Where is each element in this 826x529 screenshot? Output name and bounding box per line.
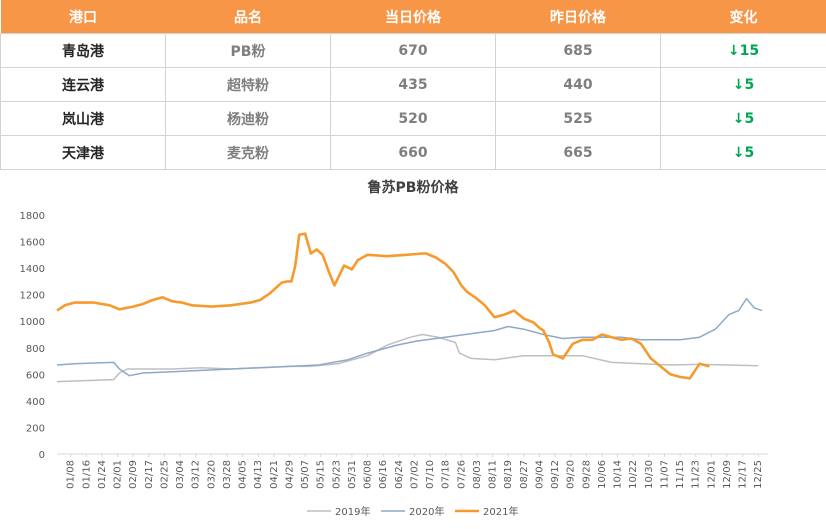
x-tick-label: 03/04 <box>175 460 186 489</box>
cell-port: 青岛港 <box>0 33 166 68</box>
cell-product: PB粉 <box>165 33 331 68</box>
y-tick-label: 0 <box>39 450 45 461</box>
table-header-row: 港口 品名 当日价格 昨日价格 变化 <box>0 0 826 34</box>
price-line-chart: 鲁苏PB粉价格 0 200 400 600 800 1000 1200 1400 1600 180… <box>20 179 768 518</box>
cell-product: 超特粉 <box>165 67 331 102</box>
x-tick-label: 05/31 <box>347 460 358 489</box>
price-table: 港口 品名 当日价格 昨日价格 变化 青岛港 PB粉 670 685 ↓15 连… <box>0 0 826 170</box>
cell-port: 连云港 <box>0 67 166 102</box>
x-tick-label: 09/20 <box>566 460 577 489</box>
cell-yesterday-price: 525 <box>495 101 661 136</box>
x-tick-label: 11/07 <box>659 460 670 489</box>
x-tick-label: 06/16 <box>378 460 389 489</box>
x-tick-label: 07/26 <box>456 460 467 489</box>
x-tick-label: 05/07 <box>300 460 311 489</box>
x-tick-label: 07/02 <box>409 460 420 489</box>
x-tick-label: 06/08 <box>363 460 374 489</box>
x-tick-label: 10/06 <box>597 460 608 489</box>
cell-port: 岚山港 <box>0 101 166 136</box>
legend-label: 2020年 <box>409 505 444 518</box>
x-tick-label: 07/10 <box>425 460 436 489</box>
x-tick-label: 11/23 <box>691 460 702 489</box>
x-tick-label: 12/09 <box>722 460 733 489</box>
x-tick-label: 10/22 <box>628 460 639 489</box>
x-tick-label: 08/11 <box>488 460 499 489</box>
x-tick-label: 04/21 <box>269 460 280 489</box>
cell-yesterday-price: 665 <box>495 135 661 170</box>
x-tick-label: 09/12 <box>550 460 561 489</box>
cell-change: ↓15 <box>660 33 826 68</box>
cell-yesterday-price: 685 <box>495 33 661 68</box>
x-tick-label: 12/25 <box>753 460 764 489</box>
header-product: 品名 <box>165 0 331 34</box>
cell-today-price: 520 <box>330 101 496 136</box>
x-tick-label: 12/17 <box>738 460 749 489</box>
x-tick-label: 02/25 <box>159 460 170 489</box>
y-tick-label: 800 <box>26 344 45 355</box>
y-tick-label: 1600 <box>20 238 45 249</box>
x-tick-label: 08/27 <box>519 460 530 489</box>
x-tick-label: 09/04 <box>534 460 545 489</box>
y-tick-label: 400 <box>26 397 45 408</box>
x-tick-label: 10/14 <box>613 460 624 489</box>
x-tick-label: 02/09 <box>128 460 139 489</box>
y-tick-label: 1800 <box>20 211 45 222</box>
y-tick-label: 600 <box>26 370 45 381</box>
x-tick-label: 03/12 <box>191 460 202 489</box>
x-tick-label: 12/01 <box>706 460 717 489</box>
table-row: 天津港 麦克粉 660 665 ↓5 <box>0 135 826 170</box>
x-tick-label: 01/16 <box>81 460 92 489</box>
x-tick-label: 08/03 <box>472 460 483 489</box>
x-tick-label: 03/20 <box>206 460 217 489</box>
x-tick-label: 07/18 <box>441 460 452 489</box>
x-tick-label: 10/30 <box>644 460 655 489</box>
table-row: 连云港 超特粉 435 440 ↓5 <box>0 67 826 102</box>
x-tick-label: 04/13 <box>253 460 264 489</box>
cell-change: ↓5 <box>660 67 826 102</box>
cell-port: 天津港 <box>0 135 166 170</box>
x-tick-label: 01/24 <box>97 460 108 489</box>
cell-change: ↓5 <box>660 135 826 170</box>
y-tick-label: 1400 <box>20 264 45 275</box>
header-today-price: 当日价格 <box>330 0 496 34</box>
y-tick-label: 200 <box>26 423 45 434</box>
cell-today-price: 435 <box>330 67 496 102</box>
x-tick-label: 03/28 <box>222 460 233 489</box>
x-tick-label: 09/28 <box>581 460 592 489</box>
table-row: 青岛港 PB粉 670 685 ↓15 <box>0 33 826 68</box>
cell-product: 杨迪粉 <box>165 101 331 136</box>
x-tick-label: 06/24 <box>394 460 405 489</box>
y-tick-label: 1200 <box>20 291 45 302</box>
series-line-2019年 <box>56 333 759 383</box>
cell-change: ↓5 <box>660 101 826 136</box>
header-change: 变化 <box>660 0 826 34</box>
legend-label: 2021年 <box>483 505 518 518</box>
series-line-2020年 <box>56 297 763 377</box>
chart-title: 鲁苏PB粉价格 <box>367 179 460 196</box>
cell-today-price: 670 <box>330 33 496 68</box>
x-tick-label: 02/01 <box>113 460 124 489</box>
x-tick-label: 02/17 <box>144 460 155 489</box>
x-tick-label: 11/15 <box>675 460 686 489</box>
series-line-2021年 <box>56 232 710 380</box>
header-port: 港口 <box>0 0 166 34</box>
cell-today-price: 660 <box>330 135 496 170</box>
x-tick-label: 05/23 <box>331 460 342 489</box>
y-tick-label: 1000 <box>20 317 45 328</box>
cell-yesterday-price: 440 <box>495 67 661 102</box>
x-tick-label: 05/15 <box>316 460 327 489</box>
x-tick-label: 08/19 <box>503 460 514 489</box>
cell-product: 麦克粉 <box>165 135 331 170</box>
table-row: 岚山港 杨迪粉 520 525 ↓5 <box>0 101 826 136</box>
header-yesterday-price: 昨日价格 <box>495 0 661 34</box>
x-tick-label: 04/05 <box>238 460 249 489</box>
x-tick-label: 04/29 <box>284 460 295 489</box>
x-tick-label: 01/08 <box>66 460 77 489</box>
legend-label: 2019年 <box>335 505 370 518</box>
